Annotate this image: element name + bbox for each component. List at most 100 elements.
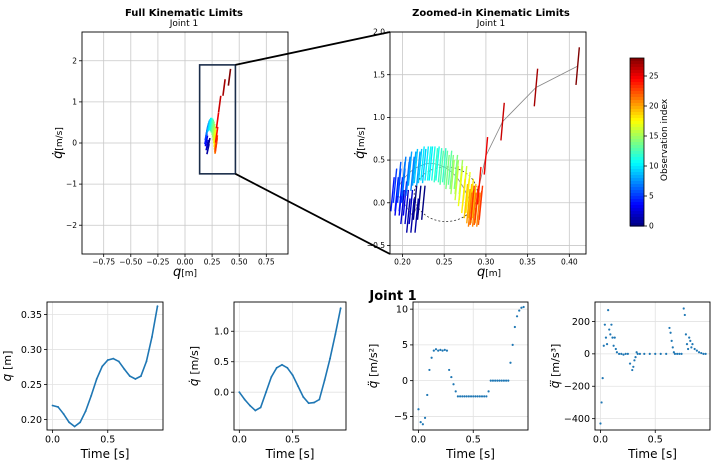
connector-top (235, 31, 391, 66)
axes-frame (81, 31, 289, 255)
zoom-observation-mark (465, 178, 470, 214)
pos-xlabel: Time [s] (80, 447, 130, 461)
ytick-label: −5 (394, 412, 408, 423)
colorbar-tick-label: 10 (649, 162, 659, 171)
colorbar-segment (630, 163, 644, 167)
zoom-title: Zoomed-in Kinematic Limits (412, 8, 570, 19)
zoom-observation-mark (483, 136, 489, 175)
jerk-point (605, 343, 609, 346)
colorbar-tick-label: 0 (649, 222, 654, 231)
ytick-label: 0 (402, 376, 408, 387)
colorbar-segment (630, 202, 644, 206)
jerk-point (617, 352, 621, 355)
ytick-label: 5 (402, 340, 408, 351)
colorbar-segment (630, 100, 644, 104)
ytick-label: 0.5 (373, 156, 385, 165)
zoom-observation-mark (410, 198, 415, 233)
colorbar-segment (630, 115, 644, 119)
vel-ylabel-symbol: q̇ (187, 375, 201, 386)
pos-point (151, 336, 153, 338)
acc-point (421, 423, 424, 426)
vel-point (286, 366, 289, 369)
vel-point (323, 379, 326, 381)
colorbar-segment (630, 91, 644, 95)
jerk-point (697, 351, 701, 354)
colorbar-segment (630, 151, 644, 155)
vel-point (243, 398, 246, 401)
vel-point (313, 401, 315, 404)
acc-point (441, 349, 444, 352)
zoom-observation-mark (467, 183, 473, 219)
zoom-observation-mark (407, 151, 413, 186)
zoom-observation-mark (453, 154, 459, 190)
acc-point (434, 348, 438, 351)
jerk-point (599, 422, 602, 425)
pos-point (140, 375, 142, 378)
jerk-point (601, 377, 604, 380)
jerk-point (634, 355, 637, 359)
zoom-observation-mark (426, 146, 432, 181)
zoom-observation-mark (533, 68, 539, 107)
zoom-observation-mark (408, 189, 414, 225)
colorbar-segment (630, 190, 644, 194)
jerk-point (683, 313, 686, 317)
acc-point (458, 395, 462, 398)
jerk-point (670, 339, 673, 342)
vel-xlabel: Time [s] (265, 447, 315, 461)
zoom-ylabel-unit: [m/s] (357, 127, 367, 151)
colorbar-segment (630, 73, 644, 77)
colorbar-segment (630, 118, 644, 122)
jerk-point (635, 351, 638, 354)
acc-point (428, 368, 431, 372)
acc-xlabel: Time [s] (445, 447, 495, 461)
vel-point (339, 307, 342, 309)
acc-point (515, 315, 519, 318)
jerk-point (693, 347, 696, 351)
acc-point (463, 395, 466, 398)
acc-point (465, 395, 468, 398)
colorbar-segment (630, 94, 644, 98)
acc-point (426, 393, 429, 397)
xtick-label: −0.50 (119, 258, 142, 267)
colorbar-label: Observation index (660, 98, 670, 181)
jerk-point (612, 344, 615, 347)
jerk-point (636, 352, 639, 355)
jerk-point (628, 362, 632, 365)
jerk-point (689, 339, 692, 342)
vel-point (254, 409, 257, 412)
pos-point (123, 368, 126, 371)
acc-point (485, 395, 488, 398)
zoom-ylabel: q̇[m/s] (353, 127, 368, 159)
vel-series-line (238, 307, 342, 412)
pos-point (95, 378, 98, 380)
acc-point (500, 379, 503, 382)
colorbar-tick-label: 15 (649, 132, 659, 141)
jerk-point (648, 352, 651, 355)
jerk-point (608, 328, 611, 331)
jerk-point (633, 359, 636, 362)
acc-point (456, 395, 460, 398)
zoom-xlabel-unit: [m] (485, 269, 501, 279)
full-observation-mark (215, 112, 220, 129)
colorbar-segment (630, 223, 644, 227)
vel-point (334, 333, 337, 336)
ytick-label: 0.30 (21, 345, 42, 356)
vel-point (275, 366, 278, 369)
full-observation-mark (217, 95, 222, 113)
colorbar-segment (630, 196, 644, 200)
jerk-xlabel: Time [s] (627, 447, 677, 461)
colorbar-segment (630, 76, 644, 80)
zoom-subtitle: Joint 1 (476, 19, 505, 29)
jerk-point (602, 344, 605, 347)
zoom-observation-mark (437, 148, 443, 183)
zoom-observation-mark (401, 156, 407, 191)
jerk-point (603, 323, 606, 326)
acc-point (437, 349, 440, 352)
pos-point (79, 421, 82, 424)
pos-point (73, 425, 76, 428)
jerk-point (604, 336, 608, 339)
jerk-point (700, 351, 703, 355)
zoom-observation-mark (478, 185, 484, 220)
suptitle: Joint 1 (368, 289, 416, 304)
